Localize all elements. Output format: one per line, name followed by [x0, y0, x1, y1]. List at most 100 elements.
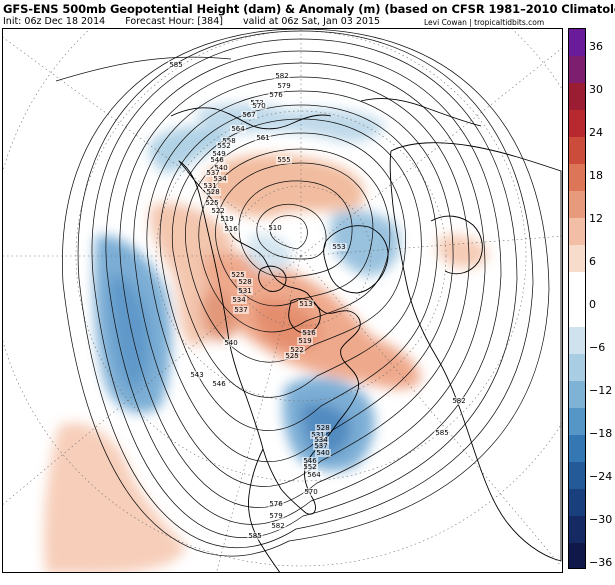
contour-label: 552 — [303, 463, 316, 471]
colorbar-segment — [569, 218, 585, 246]
contour-label: 564 — [307, 471, 321, 479]
colorbar-segment — [569, 434, 585, 463]
contour-label: 510 — [268, 224, 281, 232]
contour-label-bg — [331, 243, 347, 251]
colorbar-tick-label: 0 — [589, 298, 596, 311]
contour-label: 543 — [190, 371, 203, 379]
contour-label: 549 — [212, 150, 225, 158]
map-title: GFS-ENS 500mb Geopotential Height (dam) … — [3, 2, 615, 16]
contour-label-bg — [205, 188, 221, 196]
contour-label: 576 — [269, 500, 283, 508]
contour-label-bg — [310, 431, 326, 439]
contour-label-bg — [306, 471, 322, 479]
contour-label: 525 — [205, 199, 218, 207]
contour-label-bg — [211, 150, 227, 158]
contour-label: 534 — [232, 296, 246, 304]
contour-label: 567 — [242, 111, 255, 119]
contour-label: 553 — [332, 243, 345, 251]
contour-label-bg — [241, 111, 257, 119]
contour-label-bg — [230, 271, 246, 279]
contour-label: 540 — [214, 164, 227, 172]
contour-label-bg — [302, 457, 318, 465]
colorbar-tick-label: 18 — [589, 169, 603, 182]
anomaly-colorbar — [568, 28, 586, 569]
colorbar-tick-label: −6 — [589, 341, 606, 354]
colorbar-segment — [569, 380, 585, 409]
contour-label-bg — [204, 199, 220, 207]
contour-label: 531 — [311, 431, 324, 439]
contour-label: 579 — [269, 512, 282, 520]
map-canvas: 5855825795765735705675645615585555525495… — [3, 29, 562, 572]
contour-label-bg — [209, 156, 225, 164]
contour-label: 534 — [314, 436, 328, 444]
contour-label-bg — [255, 134, 271, 142]
colorbar-segment — [569, 272, 585, 300]
contour-label: 546 — [303, 457, 317, 465]
map-subtitle: Init: 06z Dec 18 2014 Forecast Hour: [38… — [3, 16, 380, 27]
valid-time: valid at 06z Sat, Jan 03 2015 — [243, 16, 381, 27]
colorbar-segment — [569, 137, 585, 165]
contour-label-bg — [168, 61, 184, 69]
contour-label: 519 — [220, 215, 233, 223]
contour-label-bg — [219, 215, 235, 223]
colorbar-segment — [569, 461, 585, 490]
graticule — [3, 29, 562, 572]
colorbar-tick-label: 30 — [589, 83, 603, 96]
contour-label-bg — [210, 207, 226, 215]
contour-label-bg — [301, 329, 317, 337]
contour-label-bg — [270, 522, 286, 530]
contour-label: 525 — [285, 352, 298, 360]
contour-label: 546 — [212, 380, 226, 388]
contour-label: 582 — [452, 397, 465, 405]
contour-label: 579 — [277, 82, 290, 90]
contour-label: 540 — [316, 449, 329, 457]
contour-label-bg — [202, 182, 218, 190]
contour-label: 585 — [435, 429, 448, 437]
contour-label: 582 — [275, 72, 288, 80]
contour-label-bg — [313, 436, 329, 444]
contour-label: 570 — [304, 488, 317, 496]
colorbar-tick-label: 24 — [589, 126, 603, 139]
coastlines — [170, 98, 562, 572]
contour-label: 585 — [169, 61, 182, 69]
contour-label: 531 — [238, 287, 251, 295]
contour-label: 516 — [224, 225, 238, 233]
colorbar-tick-label: −18 — [589, 427, 613, 440]
height-contours — [55, 29, 550, 557]
contour-label-bg — [268, 500, 284, 508]
contour-label-bg — [315, 449, 331, 457]
contour-label-bg — [211, 380, 227, 388]
contour-labels: 5855825795765735705675645615585555525495… — [168, 61, 467, 540]
contour-label-bg — [303, 488, 319, 496]
contour-label: 516 — [302, 329, 316, 337]
colorbar-segment — [569, 29, 585, 57]
colorbar-segment — [569, 56, 585, 84]
contour-label: 525 — [231, 271, 244, 279]
contour-label: 528 — [238, 278, 251, 286]
contour-label: 546 — [210, 156, 224, 164]
contour-label: 537 — [206, 169, 219, 177]
colorbar-tick-label: 12 — [589, 212, 603, 225]
contour-label-bg — [213, 164, 229, 172]
contour-label: 585 — [248, 532, 261, 540]
contour-label-bg — [247, 532, 263, 540]
contour-label-bg — [223, 225, 239, 233]
contour-label-bg — [289, 346, 305, 354]
contour-label-bg — [216, 142, 232, 150]
contour-label-bg — [221, 137, 237, 145]
init-time: Init: 06z Dec 18 2014 — [3, 16, 106, 27]
colorbar-segment — [569, 542, 585, 568]
contour-label-bg — [284, 352, 300, 360]
colorbar-tick-label: −24 — [589, 470, 613, 483]
colorbar-segment — [569, 326, 585, 355]
contour-label-bg — [223, 339, 239, 347]
contour-label: 531 — [203, 182, 216, 190]
contour-label-bg — [451, 397, 467, 405]
colorbar-segment — [569, 407, 585, 436]
contour-label: 519 — [298, 337, 311, 345]
contour-label-bg — [233, 306, 249, 314]
forecast-hour: Forecast Hour: [384] — [125, 16, 223, 27]
contour-label: 528 — [316, 424, 329, 432]
contour-label-bg — [268, 91, 284, 99]
contour-label-bg — [434, 429, 450, 437]
